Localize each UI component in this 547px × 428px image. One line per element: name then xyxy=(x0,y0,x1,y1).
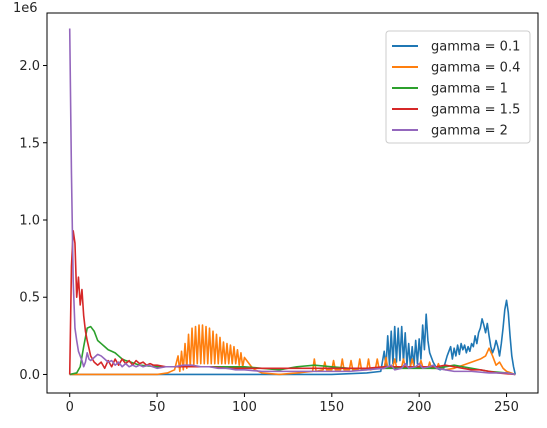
x-tick-label: 250 xyxy=(494,400,519,415)
legend-entry: gamma = 2 xyxy=(431,124,508,139)
y-axis-multiplier: 1e6 xyxy=(13,1,38,16)
legend-entry: gamma = 1 xyxy=(431,82,508,97)
y-tick-label: 0.5 xyxy=(19,291,40,306)
axis-ticks: 0 50 100 150 200 250 0.0 0.5 1.0 1.5 2.0 xyxy=(19,59,519,415)
legend-entry: gamma = 0.4 xyxy=(431,61,520,76)
legend-entry: gamma = 0.1 xyxy=(431,40,520,55)
x-tick-label: 150 xyxy=(319,400,344,415)
plot-frame xyxy=(46,12,539,394)
legend-box xyxy=(385,30,531,144)
x-tick-label: 0 xyxy=(66,400,74,415)
series-line-0 xyxy=(69,299,517,376)
series-layer xyxy=(68,28,517,376)
series-line-4 xyxy=(68,28,516,376)
x-tick-label: 200 xyxy=(407,400,432,415)
y-tick-label: 1.5 xyxy=(19,136,40,151)
y-tick-label: 1.0 xyxy=(19,213,40,228)
legend-entry: gamma = 1.5 xyxy=(431,103,520,118)
y-tick-label: 0.0 xyxy=(19,368,40,383)
legend: gamma = 0.1 gamma = 0.4 gamma = 1 gamma = 1… xyxy=(385,30,531,144)
y-tick-label: 2.0 xyxy=(19,59,40,74)
x-tick-label: 50 xyxy=(149,400,166,415)
x-tick-label: 100 xyxy=(232,400,257,415)
